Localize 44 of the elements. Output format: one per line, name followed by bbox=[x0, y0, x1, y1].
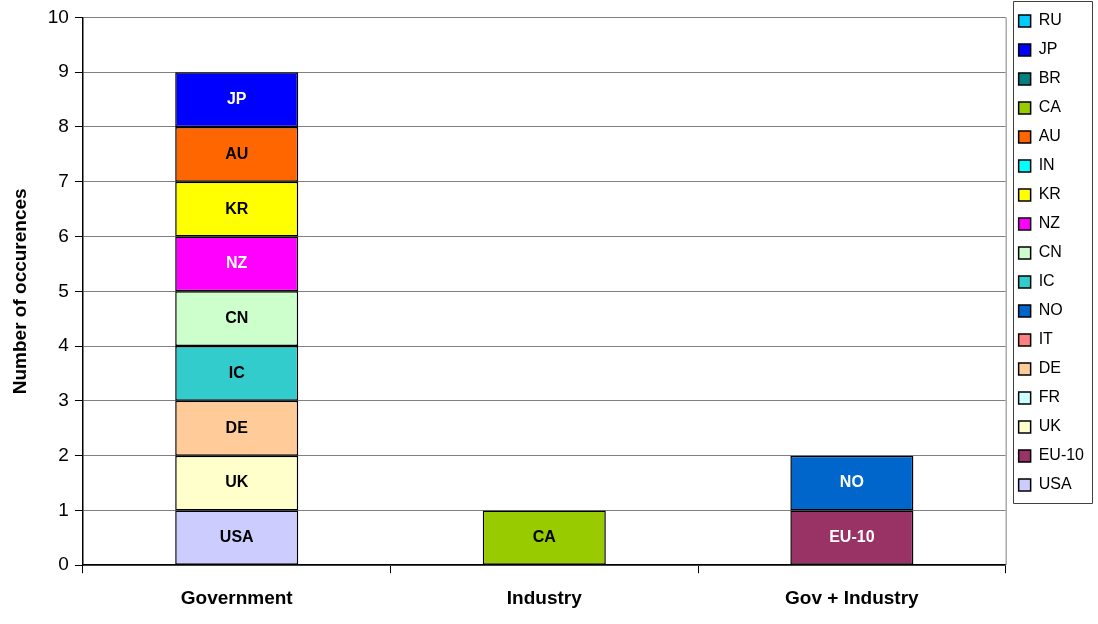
y-tick-label: 6 bbox=[58, 224, 69, 246]
text: AU bbox=[225, 144, 249, 162]
legend-label: RU bbox=[1038, 11, 1062, 29]
y-tick-label: 0 bbox=[58, 553, 69, 575]
y-tick-label: 4 bbox=[58, 334, 70, 356]
legend-label: KR bbox=[1038, 185, 1061, 203]
legend-label: UK bbox=[1038, 417, 1062, 435]
y-tick-label: 5 bbox=[58, 279, 69, 301]
legend-label: EU-10 bbox=[1038, 446, 1085, 464]
x-tick-label: Government bbox=[180, 586, 294, 608]
text: UK bbox=[225, 473, 249, 491]
text: NZ bbox=[226, 254, 248, 272]
legend-label: FR bbox=[1038, 388, 1060, 406]
text: DE bbox=[225, 418, 248, 436]
legend-label: IN bbox=[1038, 156, 1055, 174]
x-tick-label: Gov + Industry bbox=[785, 586, 920, 608]
legend-label: CA bbox=[1038, 98, 1062, 116]
x-tick-label: Industry bbox=[506, 586, 583, 608]
y-axis-title: Number of occurences bbox=[8, 188, 30, 395]
text: CA bbox=[532, 527, 556, 545]
y-tick-label: 9 bbox=[58, 60, 69, 82]
legend-label: NZ bbox=[1038, 214, 1061, 232]
y-tick-label: 1 bbox=[58, 498, 69, 520]
legend-label: NO bbox=[1038, 301, 1063, 319]
y-tick-label: 7 bbox=[58, 169, 69, 191]
text: CN bbox=[225, 309, 249, 327]
legend-label: IT bbox=[1038, 330, 1054, 348]
legend-label: AU bbox=[1038, 127, 1061, 145]
legend-label: JP bbox=[1038, 40, 1058, 58]
legend-label: USA bbox=[1038, 475, 1072, 493]
y-tick-label: 2 bbox=[58, 443, 69, 465]
y-tick-label: 8 bbox=[58, 115, 69, 137]
text: JP bbox=[226, 89, 247, 107]
text: EU-10 bbox=[829, 527, 875, 545]
text: IC bbox=[228, 363, 245, 381]
legend-label: DE bbox=[1038, 359, 1061, 377]
y-tick-label: 10 bbox=[47, 5, 69, 27]
legend-label: BR bbox=[1038, 69, 1061, 87]
y-tick-label: 3 bbox=[58, 389, 69, 411]
text: NO bbox=[839, 473, 864, 491]
legend-label: CN bbox=[1038, 243, 1062, 261]
text: KR bbox=[225, 199, 249, 217]
text: USA bbox=[219, 527, 254, 545]
legend-label: IC bbox=[1038, 272, 1055, 290]
